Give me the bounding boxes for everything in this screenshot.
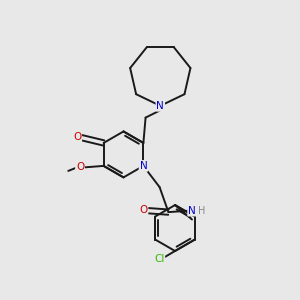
Text: Cl: Cl bbox=[154, 254, 164, 264]
Text: N: N bbox=[156, 101, 164, 111]
Text: O: O bbox=[76, 162, 84, 172]
Text: N: N bbox=[140, 161, 147, 171]
Text: O: O bbox=[73, 132, 81, 142]
Text: N: N bbox=[188, 206, 196, 216]
Text: O: O bbox=[139, 205, 148, 215]
Text: H: H bbox=[198, 206, 206, 216]
